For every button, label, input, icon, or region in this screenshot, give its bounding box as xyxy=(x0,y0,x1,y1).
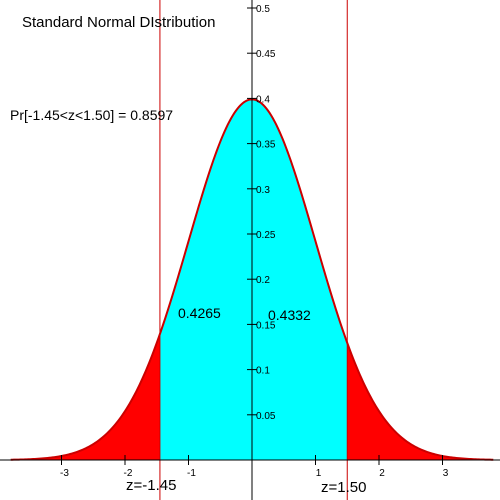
lower-bound-label: z=-1.45 xyxy=(126,477,176,494)
y-tick-label: 0.1 xyxy=(256,366,270,377)
y-tick-label: 0.3 xyxy=(256,185,270,196)
x-tick-label: 2 xyxy=(379,468,385,479)
x-tick-label: -3 xyxy=(60,468,69,479)
y-tick-label: 0.5 xyxy=(256,4,270,15)
x-tick-label: 3 xyxy=(443,468,449,479)
region-left-center xyxy=(159,99,252,461)
bound-lines-layer xyxy=(159,0,348,500)
chart-title: Standard Normal DIstribution xyxy=(22,14,215,31)
y-tick-label: 0.25 xyxy=(256,230,276,241)
y-tick-label: 0.05 xyxy=(256,411,276,422)
y-tick-label: 0.4 xyxy=(256,94,270,105)
region-label-right-center: 0.4332 xyxy=(268,307,311,323)
y-tick-label: 0.45 xyxy=(256,49,276,60)
x-tick-label: -2 xyxy=(124,468,133,479)
labels-layer: Standard Normal DIstribution Pr[-1.45<z<… xyxy=(10,14,366,496)
region-left-tail xyxy=(10,333,160,460)
region-right-tail xyxy=(347,342,494,460)
probability-label: Pr[-1.45<z<1.50] = 0.8597 xyxy=(10,107,173,123)
y-tick-label: 0.35 xyxy=(256,140,276,151)
y-tick-label: 0.2 xyxy=(256,275,270,286)
x-tick-label: -1 xyxy=(187,468,196,479)
upper-bound-label: z=1.50 xyxy=(321,479,366,496)
region-right-center xyxy=(252,99,348,461)
region-label-left-center: 0.4265 xyxy=(178,305,221,321)
x-tick-label: 1 xyxy=(316,468,322,479)
shaded-regions xyxy=(10,99,494,461)
y-tick-label: 0.15 xyxy=(256,320,276,331)
